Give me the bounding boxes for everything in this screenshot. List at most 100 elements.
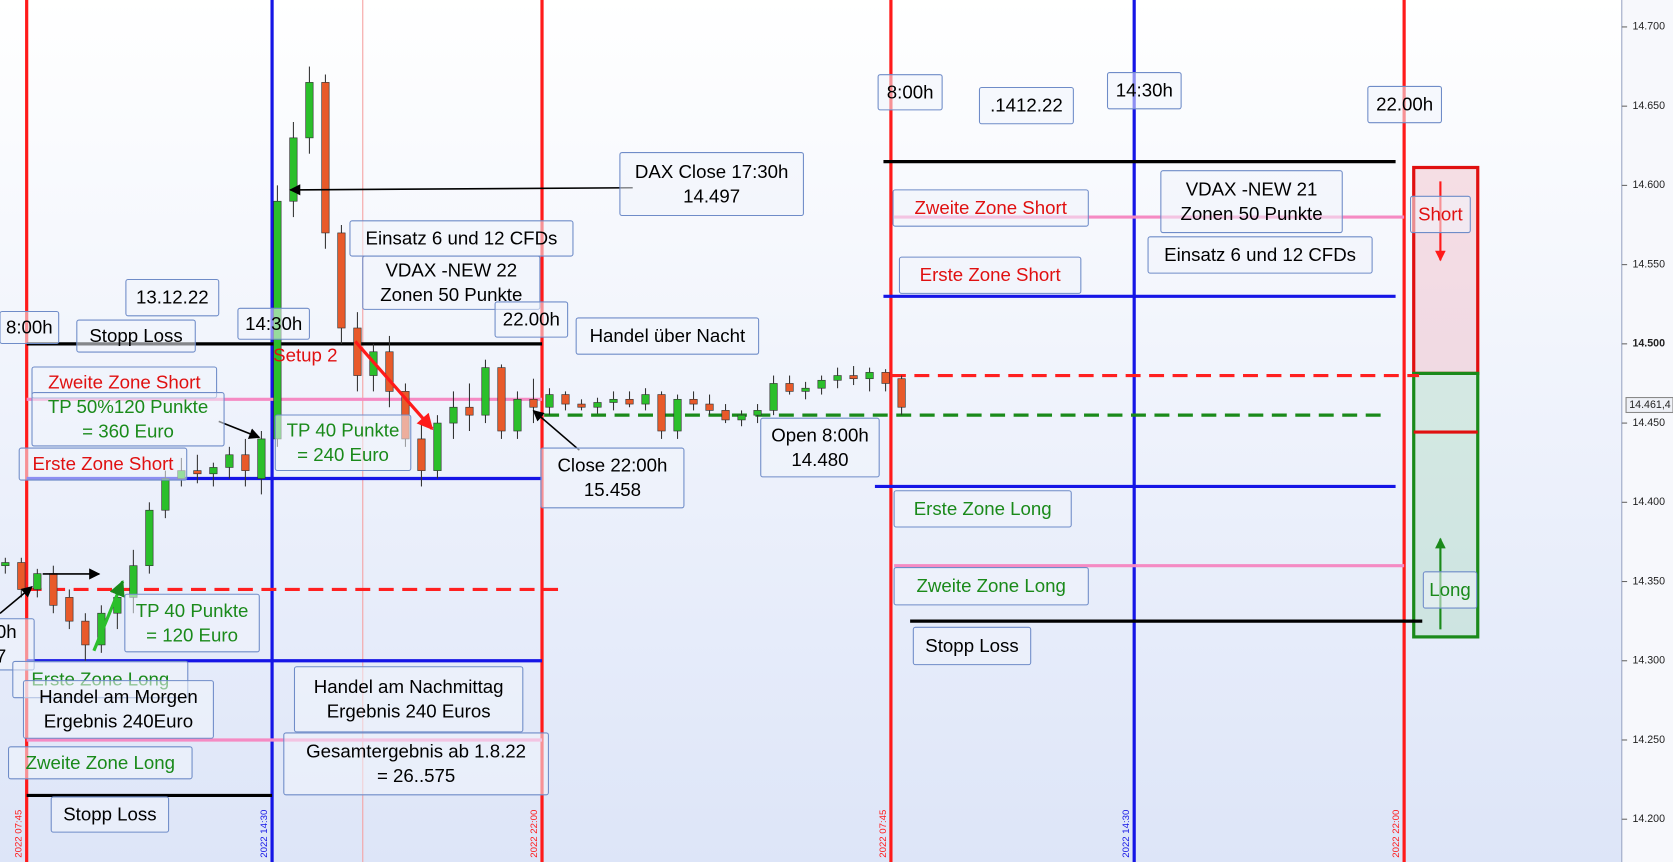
session-label: 2022 07:45 bbox=[878, 810, 889, 858]
arrow bbox=[289, 184, 633, 196]
annotation: Handel am Morgen Ergebnis 240Euro bbox=[22, 680, 214, 739]
annotation-text: 8:00h bbox=[887, 81, 934, 102]
annotation-text: 15.458 bbox=[584, 479, 641, 500]
arrow bbox=[0, 586, 33, 615]
candle-body bbox=[593, 402, 602, 408]
candle-body bbox=[641, 394, 650, 405]
annotation-box bbox=[8, 746, 193, 780]
annotation-box bbox=[283, 732, 549, 796]
annotation-text: Handel über Nacht bbox=[590, 325, 746, 346]
y-tick-label: 14.550 bbox=[1632, 258, 1665, 270]
y-tick-label: 14.650 bbox=[1632, 100, 1665, 112]
candle-body bbox=[417, 438, 426, 471]
annotation-text: Erste Zone Short bbox=[32, 453, 174, 474]
candle-body bbox=[209, 467, 218, 475]
annotation: 22.00h bbox=[1367, 85, 1443, 124]
candle-body bbox=[753, 410, 762, 416]
candle-body bbox=[449, 406, 458, 424]
annotation-text: .1412.22 bbox=[990, 95, 1063, 116]
candle-body bbox=[337, 232, 346, 329]
annotation: Zweite Zone Long bbox=[8, 746, 193, 780]
y-tick-label: 14.500 bbox=[1632, 338, 1665, 350]
candle-body bbox=[321, 82, 330, 234]
annotation-box bbox=[494, 301, 569, 338]
annotation: Einsatz 6 und 12 CFDs bbox=[349, 220, 574, 257]
annotation-text: Open 8:00h bbox=[771, 424, 869, 445]
candle-body bbox=[33, 573, 42, 590]
annotation: Zweite Zone Short bbox=[31, 366, 218, 399]
annotation-text: Einsatz 6 und 12 CFDs bbox=[1164, 244, 1356, 265]
candle-body bbox=[129, 565, 138, 598]
annotation-box bbox=[237, 307, 310, 340]
candle-body bbox=[465, 406, 474, 416]
annotation: 8:00h bbox=[0, 310, 60, 345]
session-label: 2022 14:30 bbox=[259, 810, 270, 858]
annotation: Einsatz 6 und 12 CFDs bbox=[1147, 236, 1373, 274]
candle-body bbox=[433, 422, 442, 471]
annotation-text: 14:30h bbox=[1116, 80, 1173, 101]
candle-body bbox=[353, 327, 362, 376]
annotation-box bbox=[1160, 170, 1343, 234]
annotation-text: 22.00h bbox=[1376, 94, 1433, 115]
candle-body bbox=[305, 82, 314, 139]
annotation-box bbox=[619, 152, 804, 217]
annotation-text: Long bbox=[1429, 579, 1471, 600]
candle-body bbox=[721, 410, 730, 421]
annotation: Handel über Nacht bbox=[575, 317, 760, 355]
candle-body bbox=[481, 367, 490, 416]
annotation-text: Zweite Zone Short bbox=[914, 197, 1067, 218]
candle-body bbox=[81, 620, 90, 646]
y-tick-label: 14.600 bbox=[1632, 179, 1665, 191]
sessions: 2022 07:45 2022 14:30 2022 22:00 2022 07:45… bbox=[14, 0, 1406, 862]
annotation-box bbox=[540, 447, 685, 509]
annotation-text: TP 40 Punkte bbox=[287, 419, 400, 440]
candle-body bbox=[897, 378, 906, 408]
annotation: .1412.22 bbox=[978, 86, 1074, 125]
session-label: 2022 22:00 bbox=[1391, 810, 1402, 858]
annotation-text: 7 bbox=[0, 646, 6, 667]
zones bbox=[1412, 165, 1480, 639]
annotation-box bbox=[912, 626, 1032, 666]
y-tick-label: 14.400 bbox=[1632, 496, 1665, 508]
candle-body bbox=[833, 375, 842, 381]
annotation-box bbox=[893, 567, 1089, 606]
annotation: Erste Zone Short bbox=[898, 256, 1082, 294]
annotation-text: DAX Close 17:30h bbox=[635, 161, 789, 182]
annotation-text: 00h bbox=[0, 621, 17, 642]
annotation-box bbox=[0, 310, 60, 345]
annotation-text: Stopp Loss bbox=[63, 804, 156, 825]
candle-body bbox=[657, 394, 666, 432]
candle-body bbox=[769, 383, 778, 411]
candle-body bbox=[705, 403, 714, 411]
annotation: TP 50%120 Punkte = 360 Euro bbox=[31, 392, 225, 447]
annotation-box bbox=[1422, 571, 1478, 609]
annotation-text: Zonen 50 Punkte bbox=[1180, 203, 1322, 224]
annotation-text: Stopp Loss bbox=[89, 325, 182, 346]
annotation-box bbox=[125, 278, 220, 317]
y-tick-label: 14.300 bbox=[1632, 655, 1665, 667]
y-tick-label: 14.450 bbox=[1632, 417, 1665, 429]
annotation-box bbox=[18, 447, 188, 481]
annotation: Zweite Zone Long bbox=[893, 567, 1089, 606]
annotation-box bbox=[293, 666, 524, 733]
annotation: Stopp Loss bbox=[50, 796, 170, 833]
annotation-text: = 120 Euro bbox=[146, 624, 238, 645]
annotation: Erste Zone Short bbox=[18, 447, 188, 481]
annotation-box bbox=[1106, 72, 1182, 110]
annotation-box bbox=[76, 319, 196, 353]
annotation-text: Zonen 50 Punkte bbox=[380, 284, 522, 305]
annotation-box bbox=[0, 618, 35, 671]
y-axis: 14.200 14.250 14.300 14.350 14.400 14.450 14.5… bbox=[1621, 21, 1673, 825]
annotation-text: Short bbox=[1418, 203, 1463, 224]
arrow bbox=[532, 409, 580, 451]
arrow bbox=[218, 420, 261, 439]
annotation-box bbox=[1147, 236, 1373, 274]
annotation-text: Zweite Zone Long bbox=[917, 575, 1066, 596]
annotation: Stopp Loss bbox=[912, 626, 1032, 666]
annotation: 13.12.22 bbox=[125, 278, 220, 317]
candle-body bbox=[737, 414, 746, 421]
annotation: 22.00h bbox=[494, 301, 569, 338]
candle-body bbox=[673, 398, 682, 432]
candle-body bbox=[161, 478, 170, 511]
